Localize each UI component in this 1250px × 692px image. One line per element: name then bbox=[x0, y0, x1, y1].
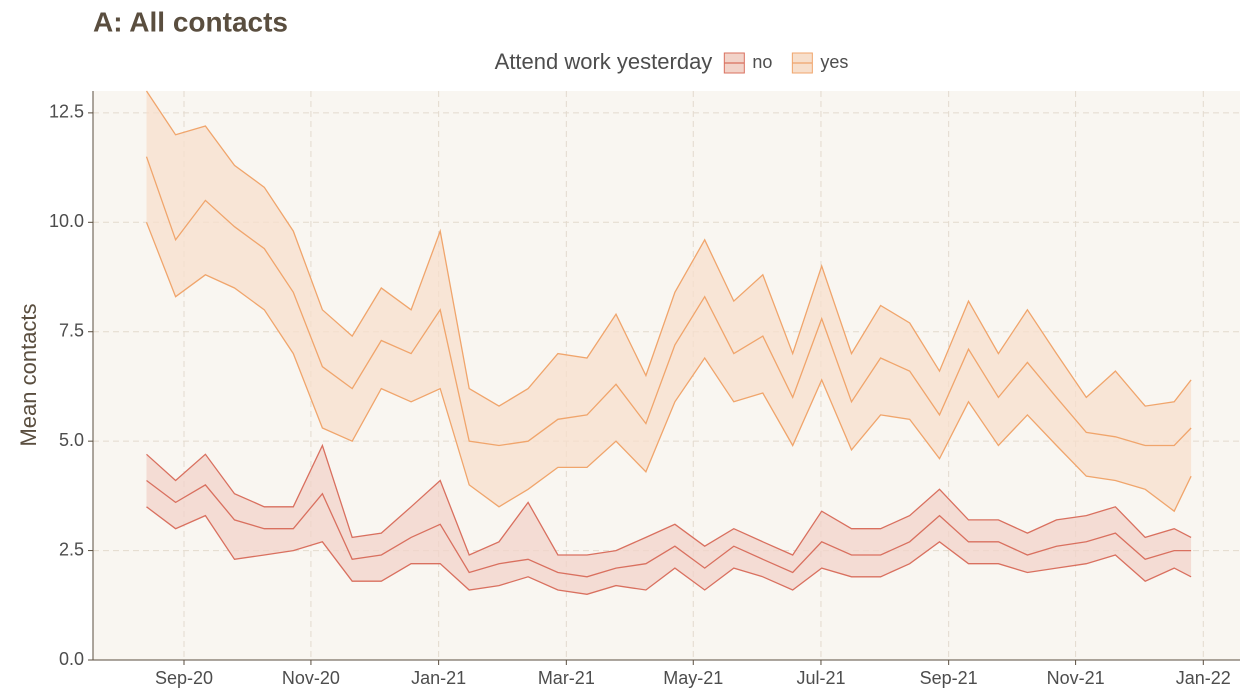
ribbon bbox=[146, 445, 1192, 595]
ribbon-edge bbox=[145, 90, 1192, 407]
line bbox=[146, 479, 1192, 578]
x-tick-label: Jan-22 bbox=[1176, 668, 1231, 688]
x-tick-label: May-21 bbox=[663, 668, 723, 688]
legend-label: no bbox=[752, 52, 772, 72]
y-tick-label: 0.0 bbox=[59, 649, 84, 669]
x-tick-label: Nov-21 bbox=[1047, 668, 1105, 688]
x-tick-label: Mar-21 bbox=[538, 668, 595, 688]
y-tick-label: 12.5 bbox=[49, 102, 84, 122]
x-tick-label: Sep-21 bbox=[920, 668, 978, 688]
x-tick-label: Sep-20 bbox=[155, 668, 213, 688]
ribbon bbox=[146, 91, 1192, 512]
y-axis-label: Mean contacts bbox=[16, 303, 41, 446]
legend: Attend work yesterday no yes bbox=[495, 49, 849, 74]
line bbox=[145, 156, 1192, 447]
ribbon-edge bbox=[146, 443, 1192, 556]
y-tick-label: 5.0 bbox=[59, 430, 84, 450]
ribbon-edge bbox=[145, 222, 1192, 513]
ribbon-edge bbox=[146, 506, 1192, 595]
y-tick-label: 7.5 bbox=[59, 320, 84, 340]
chart-title: A: All contacts bbox=[93, 6, 288, 37]
legend-title: Attend work yesterday bbox=[495, 49, 713, 74]
legend-label: yes bbox=[820, 52, 848, 72]
y-tick-label: 10.0 bbox=[49, 211, 84, 231]
x-tick-label: Nov-20 bbox=[282, 668, 340, 688]
x-tick-label: Jul-21 bbox=[796, 668, 845, 688]
y-tick-label: 2.5 bbox=[59, 539, 84, 559]
x-tick-label: Jan-21 bbox=[411, 668, 466, 688]
